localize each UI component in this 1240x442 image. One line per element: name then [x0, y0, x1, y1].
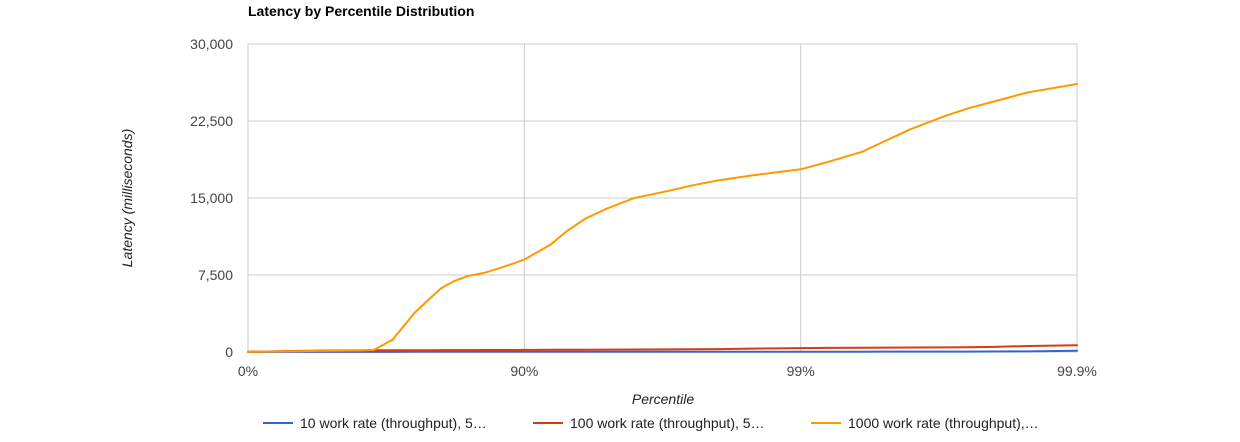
grid: [247, 43, 1078, 353]
y-axis-title: Latency (milliseconds): [119, 129, 135, 268]
x-tick-label: 99%: [787, 363, 815, 379]
x-tick-label: 99.9%: [1057, 363, 1097, 379]
chart-title: Latency by Percentile Distribution: [248, 3, 474, 19]
y-tick-label: 30,000: [190, 36, 233, 52]
tick-labels: 0 7,500 15,000 22,500 30,000 0% 90% 99% 99.9%: [190, 36, 1097, 379]
series-line-2: [247, 344, 1078, 353]
series-line-3: [247, 83, 1078, 353]
series-layer: [247, 83, 1078, 353]
legend: 10 work rate (throughput), 5… 100 work ra…: [263, 415, 1039, 431]
legend-label-2: 100 work rate (throughput), 5…: [570, 415, 765, 431]
series-line-1: [247, 349, 1078, 353]
legend-label-3: 1000 work rate (throughput),…: [848, 415, 1039, 431]
x-tick-label: 90%: [510, 363, 538, 379]
x-axis-title: Percentile: [632, 391, 694, 407]
y-tick-label: 22,500: [190, 113, 233, 129]
y-tick-label: 7,500: [198, 267, 233, 283]
y-tick-label: 0: [225, 344, 233, 360]
x-tick-label: 0%: [238, 363, 258, 379]
y-tick-label: 15,000: [190, 190, 233, 206]
legend-label-1: 10 work rate (throughput), 5…: [300, 415, 487, 431]
